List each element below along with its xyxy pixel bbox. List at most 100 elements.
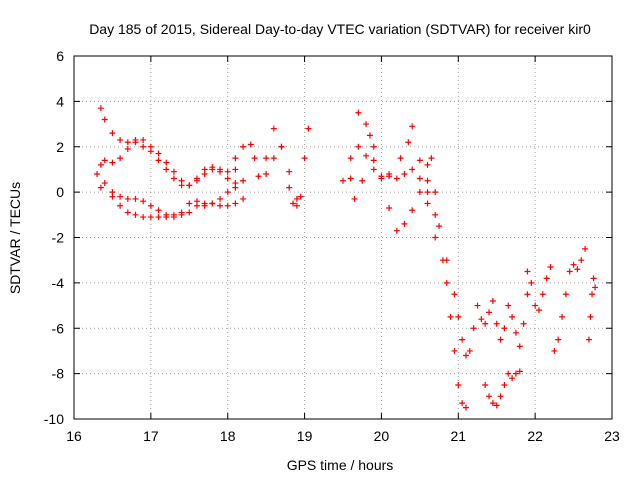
data-point [370, 157, 377, 164]
y-axis-label: SDTVAR / TECUs [7, 182, 23, 294]
series-6 [263, 143, 304, 209]
y-tick-label: -2 [52, 230, 65, 246]
data-point [466, 347, 473, 354]
data-point [124, 209, 131, 216]
data-point [117, 202, 124, 209]
data-point [447, 313, 454, 320]
data-point [520, 320, 527, 327]
data-point [178, 209, 185, 216]
y-tick-label: -10 [44, 411, 64, 427]
x-tick-label: 22 [527, 428, 543, 444]
data-point [409, 123, 416, 130]
data-point [592, 284, 599, 291]
data-point [117, 193, 124, 200]
data-point [524, 291, 531, 298]
data-point [286, 168, 293, 175]
data-point [101, 157, 108, 164]
data-point [155, 157, 162, 164]
data-point [132, 195, 139, 202]
x-tick-label: 21 [450, 428, 466, 444]
series-4 [101, 180, 239, 221]
series-2 [94, 139, 247, 189]
series-9 [351, 123, 439, 218]
x-tick-label: 17 [143, 428, 159, 444]
data-point [209, 166, 216, 173]
x-tick-label: 16 [66, 428, 82, 444]
data-point [347, 155, 354, 162]
data-point [132, 211, 139, 218]
data-point [416, 175, 423, 182]
data-point [247, 141, 254, 148]
x-tick-label: 23 [604, 428, 620, 444]
data-point [132, 139, 139, 146]
data-point [587, 313, 594, 320]
data-point [424, 177, 431, 184]
data-point [489, 298, 496, 305]
data-point [340, 177, 346, 184]
data-point [109, 193, 116, 200]
data-point [559, 313, 566, 320]
data-point [474, 302, 481, 309]
data-point [370, 166, 377, 173]
data-point [97, 184, 104, 191]
data-point [94, 170, 101, 177]
data-point [378, 175, 385, 182]
data-points [94, 105, 599, 411]
data-point [566, 268, 573, 275]
data-point [409, 166, 416, 173]
data-point [424, 189, 431, 196]
data-point [124, 146, 131, 153]
data-point [570, 261, 577, 268]
data-point [301, 155, 308, 162]
data-point [459, 336, 466, 343]
data-point [263, 155, 270, 162]
data-point [535, 307, 542, 314]
y-tick-label: 6 [56, 48, 64, 64]
data-point [240, 143, 247, 150]
data-point [590, 275, 597, 282]
data-point [140, 136, 147, 143]
series-12 [482, 368, 523, 409]
data-point [286, 184, 293, 191]
x-tick-label: 18 [220, 428, 236, 444]
data-point [193, 198, 200, 205]
y-tick-label: -8 [52, 366, 65, 382]
data-point [201, 202, 208, 209]
data-point [186, 209, 193, 216]
data-point [528, 279, 535, 286]
data-point [486, 393, 493, 400]
data-point [178, 182, 185, 189]
data-point [524, 268, 531, 275]
data-point [397, 155, 404, 162]
data-point [140, 143, 147, 150]
data-point [355, 143, 362, 150]
data-point [482, 381, 489, 388]
data-point [555, 336, 562, 343]
data-point [270, 155, 277, 162]
data-point [293, 195, 300, 202]
data-point [201, 170, 208, 177]
data-point [585, 336, 592, 343]
data-point [97, 161, 104, 168]
data-point [366, 132, 373, 139]
data-point [409, 207, 416, 214]
data-point [97, 105, 104, 112]
data-point [532, 302, 539, 309]
data-point [263, 170, 270, 177]
series-11 [436, 223, 531, 359]
data-point [224, 175, 231, 182]
data-point [117, 155, 124, 162]
data-point [232, 155, 239, 162]
axis-ticks: 16 17 18 19 20 21 22 23 -10 -8 -6 -4 -2 0 2 4 6 [44, 48, 620, 444]
data-point [232, 166, 239, 173]
data-point [347, 175, 354, 182]
data-point [455, 381, 462, 388]
data-point [224, 202, 231, 209]
data-point [351, 195, 358, 202]
data-point [516, 368, 523, 375]
data-point [297, 193, 304, 200]
data-point [170, 214, 177, 221]
data-point [251, 155, 258, 162]
x-axis-label: GPS time / hours [287, 457, 394, 473]
